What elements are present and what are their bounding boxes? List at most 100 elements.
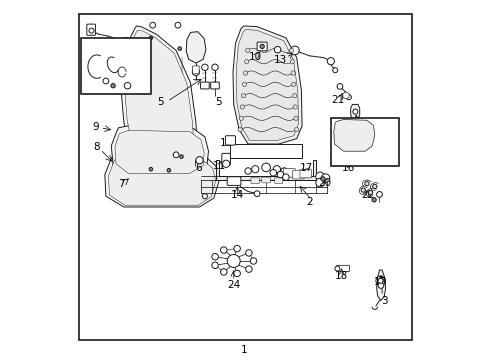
Text: 12: 12 xyxy=(220,138,233,148)
Circle shape xyxy=(238,127,242,132)
Circle shape xyxy=(315,178,324,187)
FancyBboxPatch shape xyxy=(192,66,199,74)
Polygon shape xyxy=(186,32,205,63)
Circle shape xyxy=(315,172,324,181)
Circle shape xyxy=(202,194,207,199)
Polygon shape xyxy=(121,26,197,175)
Circle shape xyxy=(220,269,226,275)
Circle shape xyxy=(244,168,251,174)
Circle shape xyxy=(377,278,382,283)
Circle shape xyxy=(320,177,325,181)
Circle shape xyxy=(192,68,199,76)
Polygon shape xyxy=(232,26,302,144)
Polygon shape xyxy=(333,120,374,151)
Circle shape xyxy=(178,47,181,50)
Text: 23: 23 xyxy=(349,118,363,128)
Circle shape xyxy=(240,105,244,109)
Polygon shape xyxy=(125,30,194,170)
Circle shape xyxy=(211,262,218,269)
FancyBboxPatch shape xyxy=(87,24,95,35)
Polygon shape xyxy=(350,104,359,119)
Circle shape xyxy=(367,190,372,195)
FancyBboxPatch shape xyxy=(222,153,230,165)
Circle shape xyxy=(332,68,337,73)
Circle shape xyxy=(292,94,296,98)
Circle shape xyxy=(222,160,229,167)
Polygon shape xyxy=(108,158,215,205)
Text: 8: 8 xyxy=(93,141,99,152)
Circle shape xyxy=(201,64,208,71)
Circle shape xyxy=(261,163,270,172)
Text: 2: 2 xyxy=(306,197,313,207)
Circle shape xyxy=(241,94,245,98)
Circle shape xyxy=(269,170,276,176)
Text: 15: 15 xyxy=(108,59,122,69)
FancyBboxPatch shape xyxy=(200,82,209,89)
Circle shape xyxy=(243,71,247,75)
FancyBboxPatch shape xyxy=(261,177,270,183)
Circle shape xyxy=(290,46,299,55)
Circle shape xyxy=(361,188,365,192)
Text: 6: 6 xyxy=(195,163,202,174)
Bar xyxy=(81,38,151,94)
Circle shape xyxy=(89,28,94,33)
Circle shape xyxy=(280,168,287,174)
Circle shape xyxy=(239,116,243,121)
FancyBboxPatch shape xyxy=(299,169,311,178)
Circle shape xyxy=(321,174,329,183)
Circle shape xyxy=(377,283,383,288)
Circle shape xyxy=(376,192,382,197)
Circle shape xyxy=(290,71,295,75)
Text: 24: 24 xyxy=(226,280,240,290)
Circle shape xyxy=(173,152,179,158)
Circle shape xyxy=(244,59,248,64)
Circle shape xyxy=(188,56,192,59)
Circle shape xyxy=(138,41,142,45)
FancyBboxPatch shape xyxy=(250,178,259,184)
Circle shape xyxy=(233,246,240,252)
Circle shape xyxy=(220,247,226,253)
Circle shape xyxy=(111,84,115,88)
Text: 22: 22 xyxy=(360,190,373,200)
Polygon shape xyxy=(215,160,316,180)
Circle shape xyxy=(289,59,294,64)
Circle shape xyxy=(336,84,342,89)
Bar xyxy=(330,118,399,166)
Circle shape xyxy=(251,166,258,173)
FancyBboxPatch shape xyxy=(210,82,219,89)
Circle shape xyxy=(167,168,170,172)
Circle shape xyxy=(352,109,357,114)
Circle shape xyxy=(273,166,280,173)
Circle shape xyxy=(123,37,129,42)
Text: 17: 17 xyxy=(299,163,312,174)
Circle shape xyxy=(291,82,295,86)
Polygon shape xyxy=(376,270,385,301)
FancyBboxPatch shape xyxy=(292,170,304,179)
Text: 11: 11 xyxy=(212,161,225,171)
Polygon shape xyxy=(104,154,219,207)
FancyBboxPatch shape xyxy=(274,178,282,184)
Circle shape xyxy=(103,78,108,84)
Circle shape xyxy=(372,184,376,189)
Text: 4: 4 xyxy=(192,41,199,51)
Text: 14: 14 xyxy=(230,190,244,200)
Text: 7: 7 xyxy=(118,179,124,189)
FancyBboxPatch shape xyxy=(336,265,349,271)
Polygon shape xyxy=(236,30,298,140)
Text: 3: 3 xyxy=(380,296,386,306)
Circle shape xyxy=(211,253,218,260)
FancyBboxPatch shape xyxy=(227,177,241,185)
Circle shape xyxy=(149,167,152,171)
Circle shape xyxy=(149,22,155,28)
Circle shape xyxy=(211,64,218,71)
Polygon shape xyxy=(115,130,204,174)
Circle shape xyxy=(245,48,249,53)
Circle shape xyxy=(227,255,240,267)
Circle shape xyxy=(245,266,252,272)
Circle shape xyxy=(364,181,368,186)
Circle shape xyxy=(293,116,298,121)
Circle shape xyxy=(122,45,127,51)
Polygon shape xyxy=(111,126,208,176)
Circle shape xyxy=(289,48,293,53)
Circle shape xyxy=(175,22,181,28)
